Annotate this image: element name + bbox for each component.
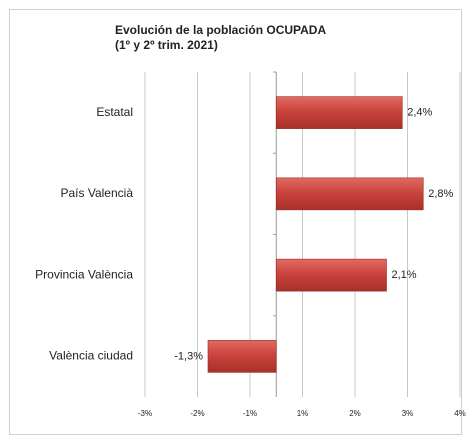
x-tick-label: -3%	[138, 409, 152, 418]
bar	[275, 177, 424, 211]
y-tick-label: País Valencià	[61, 186, 134, 200]
x-tick-label: 2%	[349, 409, 361, 418]
data-label: 2,4%	[407, 107, 432, 119]
y-tick-label: Provincia València	[35, 267, 133, 281]
data-label: -1,3%	[174, 350, 203, 362]
y-tick-label: València ciudad	[49, 349, 133, 363]
data-label: 2,1%	[392, 269, 417, 281]
x-tick-label: -2%	[190, 409, 204, 418]
chart-subtitle: (1º y 2º trim. 2021)	[115, 38, 218, 52]
x-tick-label: 3%	[402, 409, 414, 418]
bar	[207, 340, 277, 373]
chart-title: Evolución de la población OCUPADA	[115, 23, 326, 37]
x-tick-label: 1%	[297, 409, 309, 418]
bar	[275, 96, 403, 129]
bar	[275, 258, 387, 292]
x-tick-label: -1%	[243, 409, 257, 418]
data-label: 2,8%	[428, 188, 453, 200]
y-tick-label: Estatal	[96, 105, 133, 119]
x-tick-label: 4%	[454, 409, 466, 418]
